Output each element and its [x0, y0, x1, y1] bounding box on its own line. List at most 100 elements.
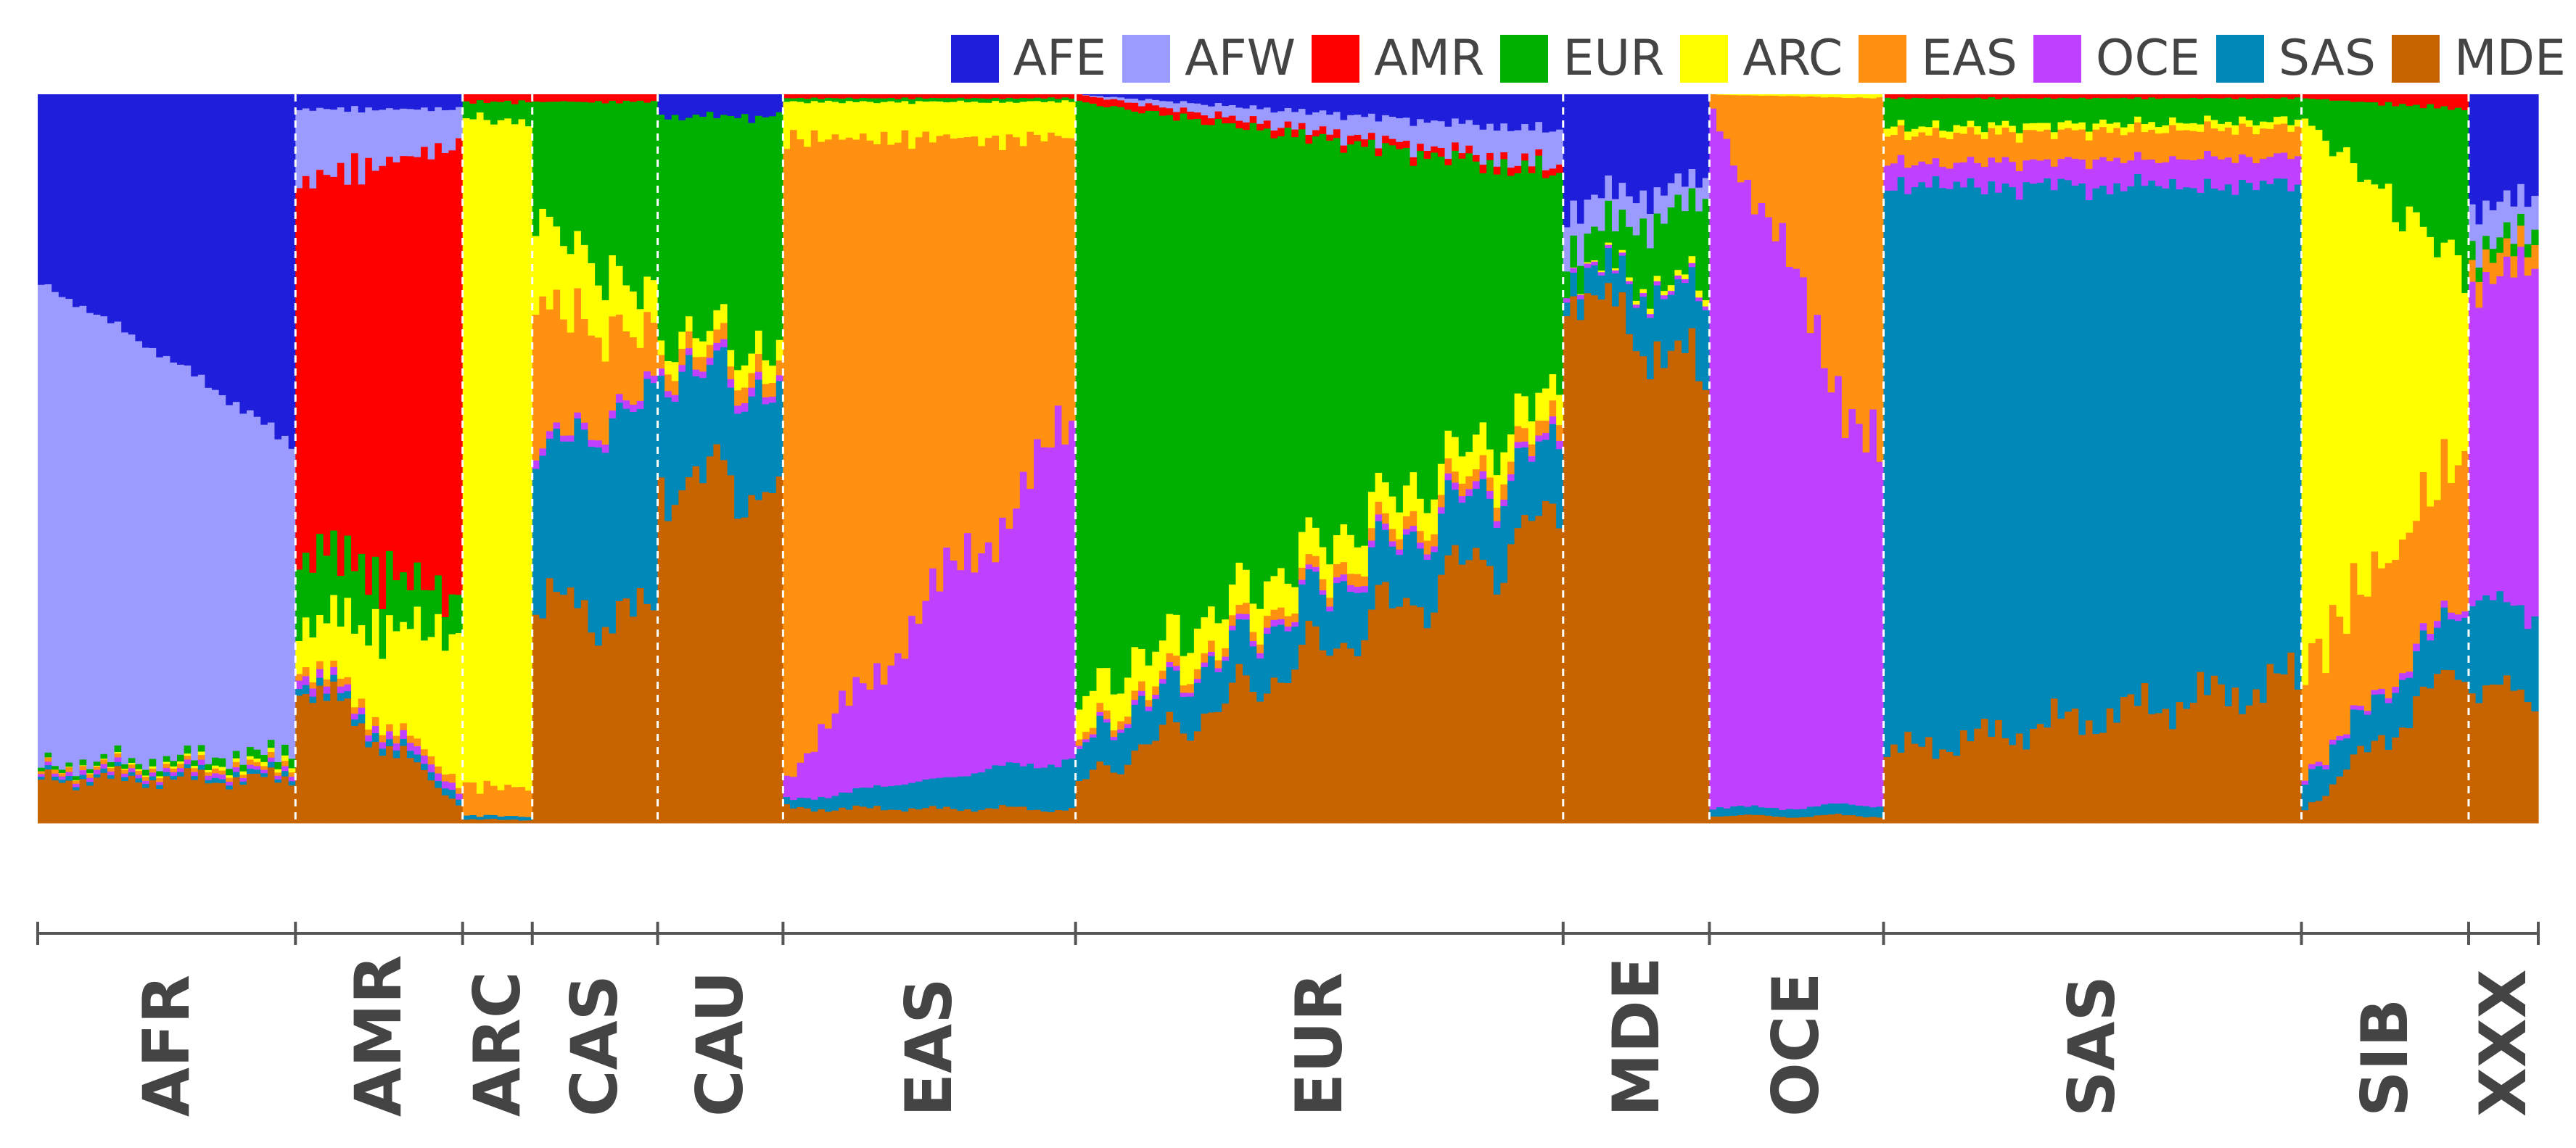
bar-segment-amr	[2071, 94, 2079, 99]
bar-segment-oce	[1856, 424, 1864, 806]
bar-segment-oce	[337, 686, 345, 693]
bar-segment-eur	[232, 751, 241, 759]
bar-segment-arc	[873, 102, 881, 144]
bar-segment-arc	[2155, 126, 2163, 134]
bar-segment-amr	[2413, 94, 2421, 105]
bar-segment-arc	[1340, 524, 1348, 563]
bar-segment-oce	[2022, 160, 2030, 183]
bar-segment-sas	[2030, 183, 2038, 729]
bar-segment-afw	[1089, 95, 1098, 97]
bar-segment-sas	[532, 468, 540, 615]
bar-segment-afw	[1674, 173, 1682, 195]
bar-segment-eas	[1298, 567, 1306, 580]
bar-segment-mde	[727, 475, 735, 824]
bar-segment-mde	[79, 778, 87, 824]
bar-segment-eur	[2044, 97, 2052, 123]
bar-segment-eur	[427, 590, 435, 637]
bar-segment-mde	[630, 616, 638, 824]
bar-segment-oce	[344, 684, 352, 692]
bar-segment-mde	[2106, 708, 2114, 824]
bar-segment-eur	[1082, 102, 1090, 696]
bar-segment-eas	[943, 133, 951, 548]
bar-segment-oce	[1827, 392, 1835, 804]
bar-segment-mde	[580, 600, 589, 824]
bar-segment-eas	[1883, 136, 1891, 166]
bar-segment-afe	[1354, 94, 1362, 115]
bar-segment-arc	[999, 102, 1007, 150]
bar-segment-mde	[149, 780, 157, 824]
bar-segment-arc	[2433, 257, 2442, 500]
bar-segment-eas	[456, 788, 464, 794]
bar-segment-arc	[609, 255, 617, 317]
legend-label: OCE	[2095, 30, 2200, 87]
bar-segment-mde	[2078, 735, 2086, 824]
bar-segment-eas	[1953, 132, 1961, 163]
bar-segment-arc	[191, 765, 199, 769]
bar-segment-amr	[1542, 170, 1550, 178]
bar-segment-arc	[2343, 146, 2351, 635]
bar-segment-sas	[1584, 267, 1592, 294]
bar-segment-eur	[1653, 213, 1661, 276]
bar-segment-oce	[1396, 549, 1404, 556]
bar-segment-arc	[1208, 606, 1216, 641]
bar-segment-eas	[553, 289, 561, 423]
bar-segment-oce	[595, 439, 603, 448]
bar-segment-oce	[1639, 292, 1647, 297]
bar-segment-sas	[622, 408, 630, 599]
bar-segment-arc	[427, 636, 435, 756]
bar-segment-arc	[1827, 94, 1835, 98]
bar-segment-eur	[2308, 98, 2316, 126]
bar-segment-amr	[1507, 167, 1515, 176]
bar-segment-arc	[1444, 430, 1452, 459]
bar-segment-sas	[1131, 704, 1139, 751]
bar-segment-oce	[1563, 297, 1571, 303]
bar-segment-oce	[1835, 376, 1843, 804]
bar-segment-oce	[866, 689, 874, 788]
bar-segment-sas	[1388, 546, 1396, 608]
bar-segment-sas	[1479, 479, 1487, 560]
bar-segment-mde	[2022, 749, 2030, 824]
bar-segment-eur	[1980, 99, 1989, 133]
bar-segment-eur	[1208, 125, 1216, 607]
bar-segment-arc	[2378, 188, 2386, 569]
bar-segment-amr	[1082, 95, 1090, 103]
bar-segment-arc	[643, 276, 651, 313]
bar-segment-afe	[1639, 94, 1647, 191]
bar-segment-afw	[86, 313, 94, 769]
bar-segment-eas	[38, 771, 46, 775]
bar-segment-arc	[984, 102, 993, 139]
bar-segment-mde	[1117, 774, 1125, 824]
bar-segment-sas	[567, 441, 575, 588]
bar-segment-mde	[281, 776, 289, 824]
bar-segment-mde	[839, 807, 847, 824]
bar-segment-eur	[950, 98, 958, 102]
bar-segment-eas	[741, 387, 749, 404]
x-tick-label-eas: EAS	[892, 978, 966, 1117]
bar-segment-arc	[915, 100, 923, 138]
bar-segment-arc	[943, 102, 951, 135]
bar-segment-oce	[392, 743, 400, 751]
bar-segment-sas	[1876, 806, 1885, 818]
bar-segment-mde	[2489, 684, 2497, 824]
bar-segment-afe	[1243, 94, 1251, 109]
bar-segment-amr	[818, 94, 826, 99]
bar-segment-arc	[1765, 94, 1773, 96]
bar-segment-sas	[643, 379, 651, 604]
bar-segment-arc	[1605, 242, 1613, 245]
bar-segment-afw	[1626, 196, 1634, 227]
bar-segment-afw	[1361, 116, 1369, 140]
bar-segment-mde	[1862, 817, 1870, 824]
bar-segment-amr	[2336, 94, 2344, 101]
bar-segment-arc	[1270, 575, 1278, 610]
bar-segment-arc	[1187, 652, 1195, 685]
legend-label: AMR	[1373, 30, 1485, 87]
bar-segment-eur	[2301, 98, 2309, 119]
bar-segment-mde	[525, 819, 533, 824]
bar-segment-eur	[2183, 98, 2191, 124]
bar-segment-mde	[205, 782, 213, 824]
bar-segment-arc	[2057, 122, 2065, 130]
bar-segment-mde	[1793, 817, 1801, 824]
bar-segment-sas	[636, 408, 644, 589]
bar-segment-mde	[435, 788, 443, 824]
bar-segment-oce	[2350, 705, 2358, 710]
